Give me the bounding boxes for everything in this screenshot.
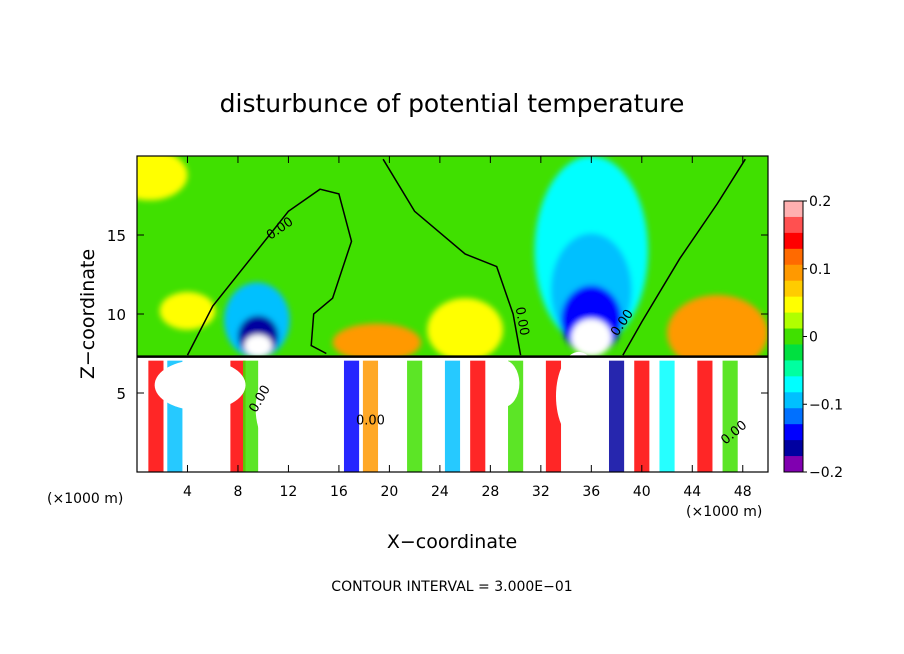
x-tick-label: 44	[683, 484, 701, 500]
upper-field-features	[137, 156, 768, 371]
y-tick-label: 10	[107, 306, 126, 324]
field-blob-1	[159, 291, 216, 330]
band-15	[722, 360, 738, 472]
x-tick-label: 8	[233, 484, 242, 500]
band-12	[634, 360, 650, 472]
colorbar-swatch	[784, 264, 803, 282]
x-tick-label: 12	[280, 484, 298, 500]
band-6	[407, 360, 423, 472]
x-tick-label: 24	[431, 484, 449, 500]
chart-title: disturbunce of potential temperature	[220, 89, 685, 118]
colorbar-swatch	[784, 392, 803, 409]
colorbar-tick-label: 0	[809, 330, 818, 346]
x-tick-label: 28	[481, 484, 499, 500]
y-axis: 5 10 15	[107, 227, 768, 403]
colorbar: 0.2 0.1 0 −0.1 −0.2	[783, 194, 843, 481]
contour-line-2	[622, 158, 746, 356]
white-patch-0	[255, 361, 322, 457]
band-7	[444, 360, 461, 472]
band-4	[343, 360, 360, 472]
band-11	[608, 360, 625, 472]
y-tick-label: 5	[116, 385, 126, 403]
field-blob-6	[571, 318, 612, 357]
field-blob-0	[137, 156, 188, 201]
colorbar-swatch	[784, 440, 803, 457]
white-patch-2	[555, 351, 602, 441]
colorbar-tick-label: −0.2	[809, 465, 843, 481]
colorbar-swatch	[784, 424, 803, 441]
x-tick-label: 32	[532, 484, 550, 500]
x-tick-label: 40	[633, 484, 651, 500]
colorbar-swatch	[784, 456, 803, 473]
x-tick-label: 16	[330, 484, 348, 500]
white-patch-3	[486, 359, 520, 408]
lower-field-bands	[148, 351, 738, 472]
contour-line-0	[186, 188, 353, 356]
band-13	[659, 360, 675, 472]
colorbar-swatch	[784, 312, 803, 330]
contour-label-1: 0.00	[512, 306, 532, 337]
colorbar-swatch	[784, 344, 803, 361]
colorbar-swatch	[784, 328, 803, 345]
field-blob-10	[332, 323, 421, 362]
white-patch-1	[154, 359, 246, 411]
band-3	[243, 360, 259, 472]
field-blob-2	[667, 295, 768, 371]
colorbar-tick-label: 0.1	[809, 262, 831, 278]
colorbar-swatch	[784, 376, 803, 393]
y-tick-label: 15	[107, 227, 126, 245]
plot-area: 0.000.00 0.000.000.00 0.00	[137, 156, 768, 472]
x-axis-label: X−coordinate	[387, 531, 517, 553]
colorbar-swatch	[784, 232, 803, 250]
x-unit-right: (×1000 m)	[686, 504, 762, 520]
colorbar-swatch	[784, 408, 803, 425]
band-5	[362, 360, 379, 472]
colorbar-tick-label: −0.1	[809, 397, 843, 413]
x-unit-left: (×1000 m)	[47, 491, 123, 507]
contour-label-4: 0.00	[356, 414, 385, 429]
field-blob-11	[427, 298, 503, 362]
x-tick-label: 36	[582, 484, 600, 500]
lower-layer	[137, 351, 768, 472]
field-blob-9	[244, 334, 273, 357]
x-tick-label: 4	[183, 484, 192, 500]
x-tick-label: 20	[380, 484, 398, 500]
band-8	[470, 360, 486, 472]
colorbar-tick-label: 0.2	[809, 194, 831, 210]
x-axis: 4 8 12 16 20 24 28 32 36 40 44 48	[183, 156, 752, 500]
colorbar-swatch	[784, 280, 803, 298]
x-tick-label: 48	[734, 484, 752, 500]
band-14	[697, 360, 713, 472]
colorbar-swatch	[784, 248, 803, 266]
colorbar-swatch	[784, 216, 803, 234]
colorbar-swatch	[784, 201, 803, 218]
contour-interval-text: CONTOUR INTERVAL = 3.000E−01	[331, 579, 572, 595]
upper-layer	[137, 156, 768, 371]
colorbar-swatch	[784, 360, 803, 377]
contour-line-1	[382, 158, 522, 356]
y-axis-label: Z−coordinate	[77, 249, 99, 379]
colorbar-swatch	[784, 296, 803, 314]
